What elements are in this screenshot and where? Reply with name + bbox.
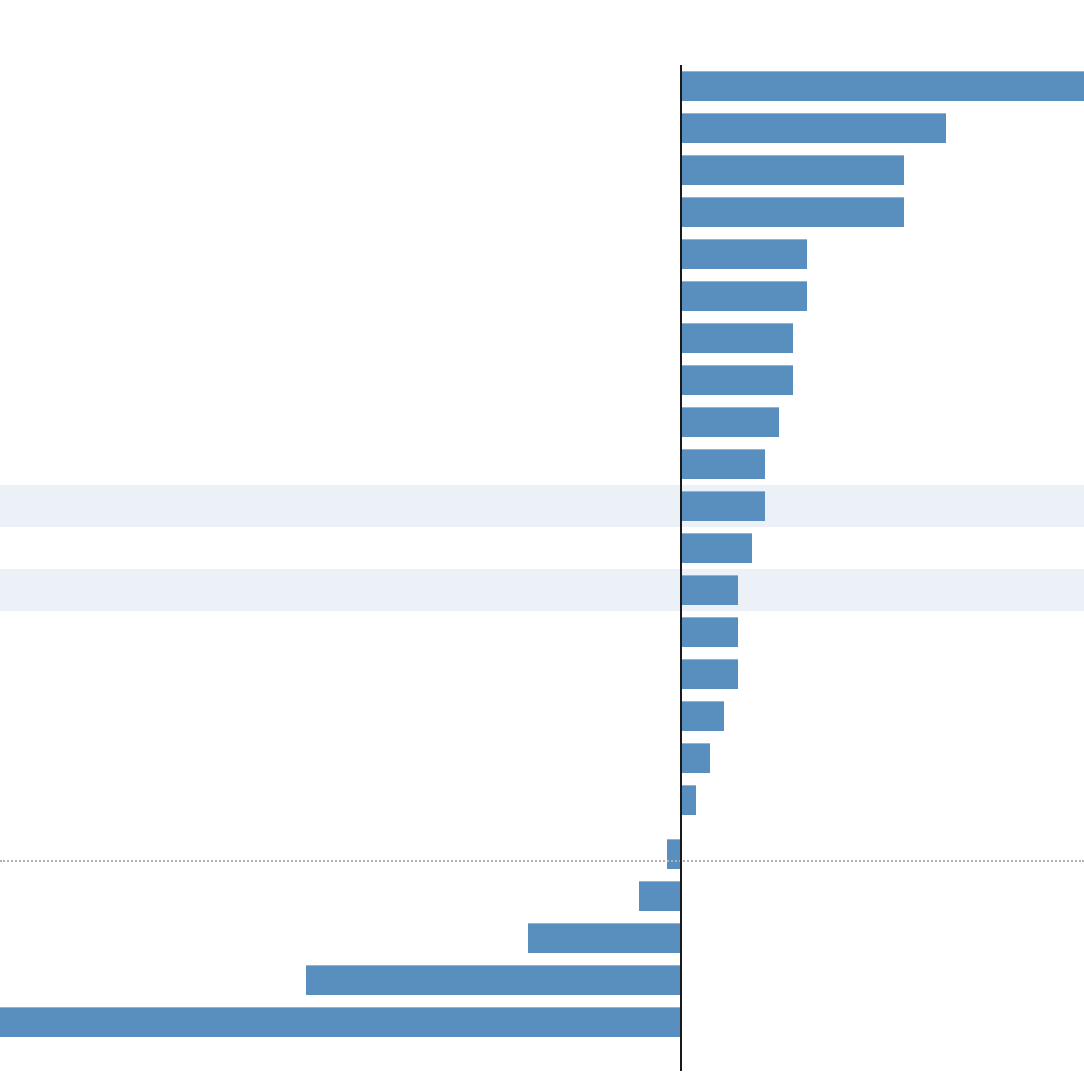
highlight-band (0, 569, 1084, 611)
bar-positive (682, 743, 710, 773)
bar-negative (528, 923, 681, 953)
bar-positive (682, 491, 766, 521)
bar-negative (0, 1007, 681, 1037)
bar-positive (682, 575, 738, 605)
bar-positive (682, 449, 766, 479)
bar-positive (682, 281, 808, 311)
bar-positive (682, 155, 905, 185)
bar-positive (682, 701, 724, 731)
bar-positive (682, 239, 808, 269)
bar-positive (682, 323, 794, 353)
bar-negative (305, 965, 681, 995)
bar-positive (682, 407, 780, 437)
bar-positive (682, 365, 794, 395)
positive-negative-divider (0, 860, 1084, 862)
bar-positive (682, 197, 905, 227)
bar-negative (667, 839, 681, 869)
zero-axis-line (680, 65, 682, 1071)
bar-positive (682, 113, 947, 143)
bar-positive (682, 617, 738, 647)
bar-negative (639, 881, 681, 911)
bar-positive (682, 785, 696, 815)
bar-positive (682, 533, 752, 563)
bar-positive (682, 659, 738, 689)
bar-positive (682, 71, 1084, 101)
highlight-band (0, 485, 1084, 527)
